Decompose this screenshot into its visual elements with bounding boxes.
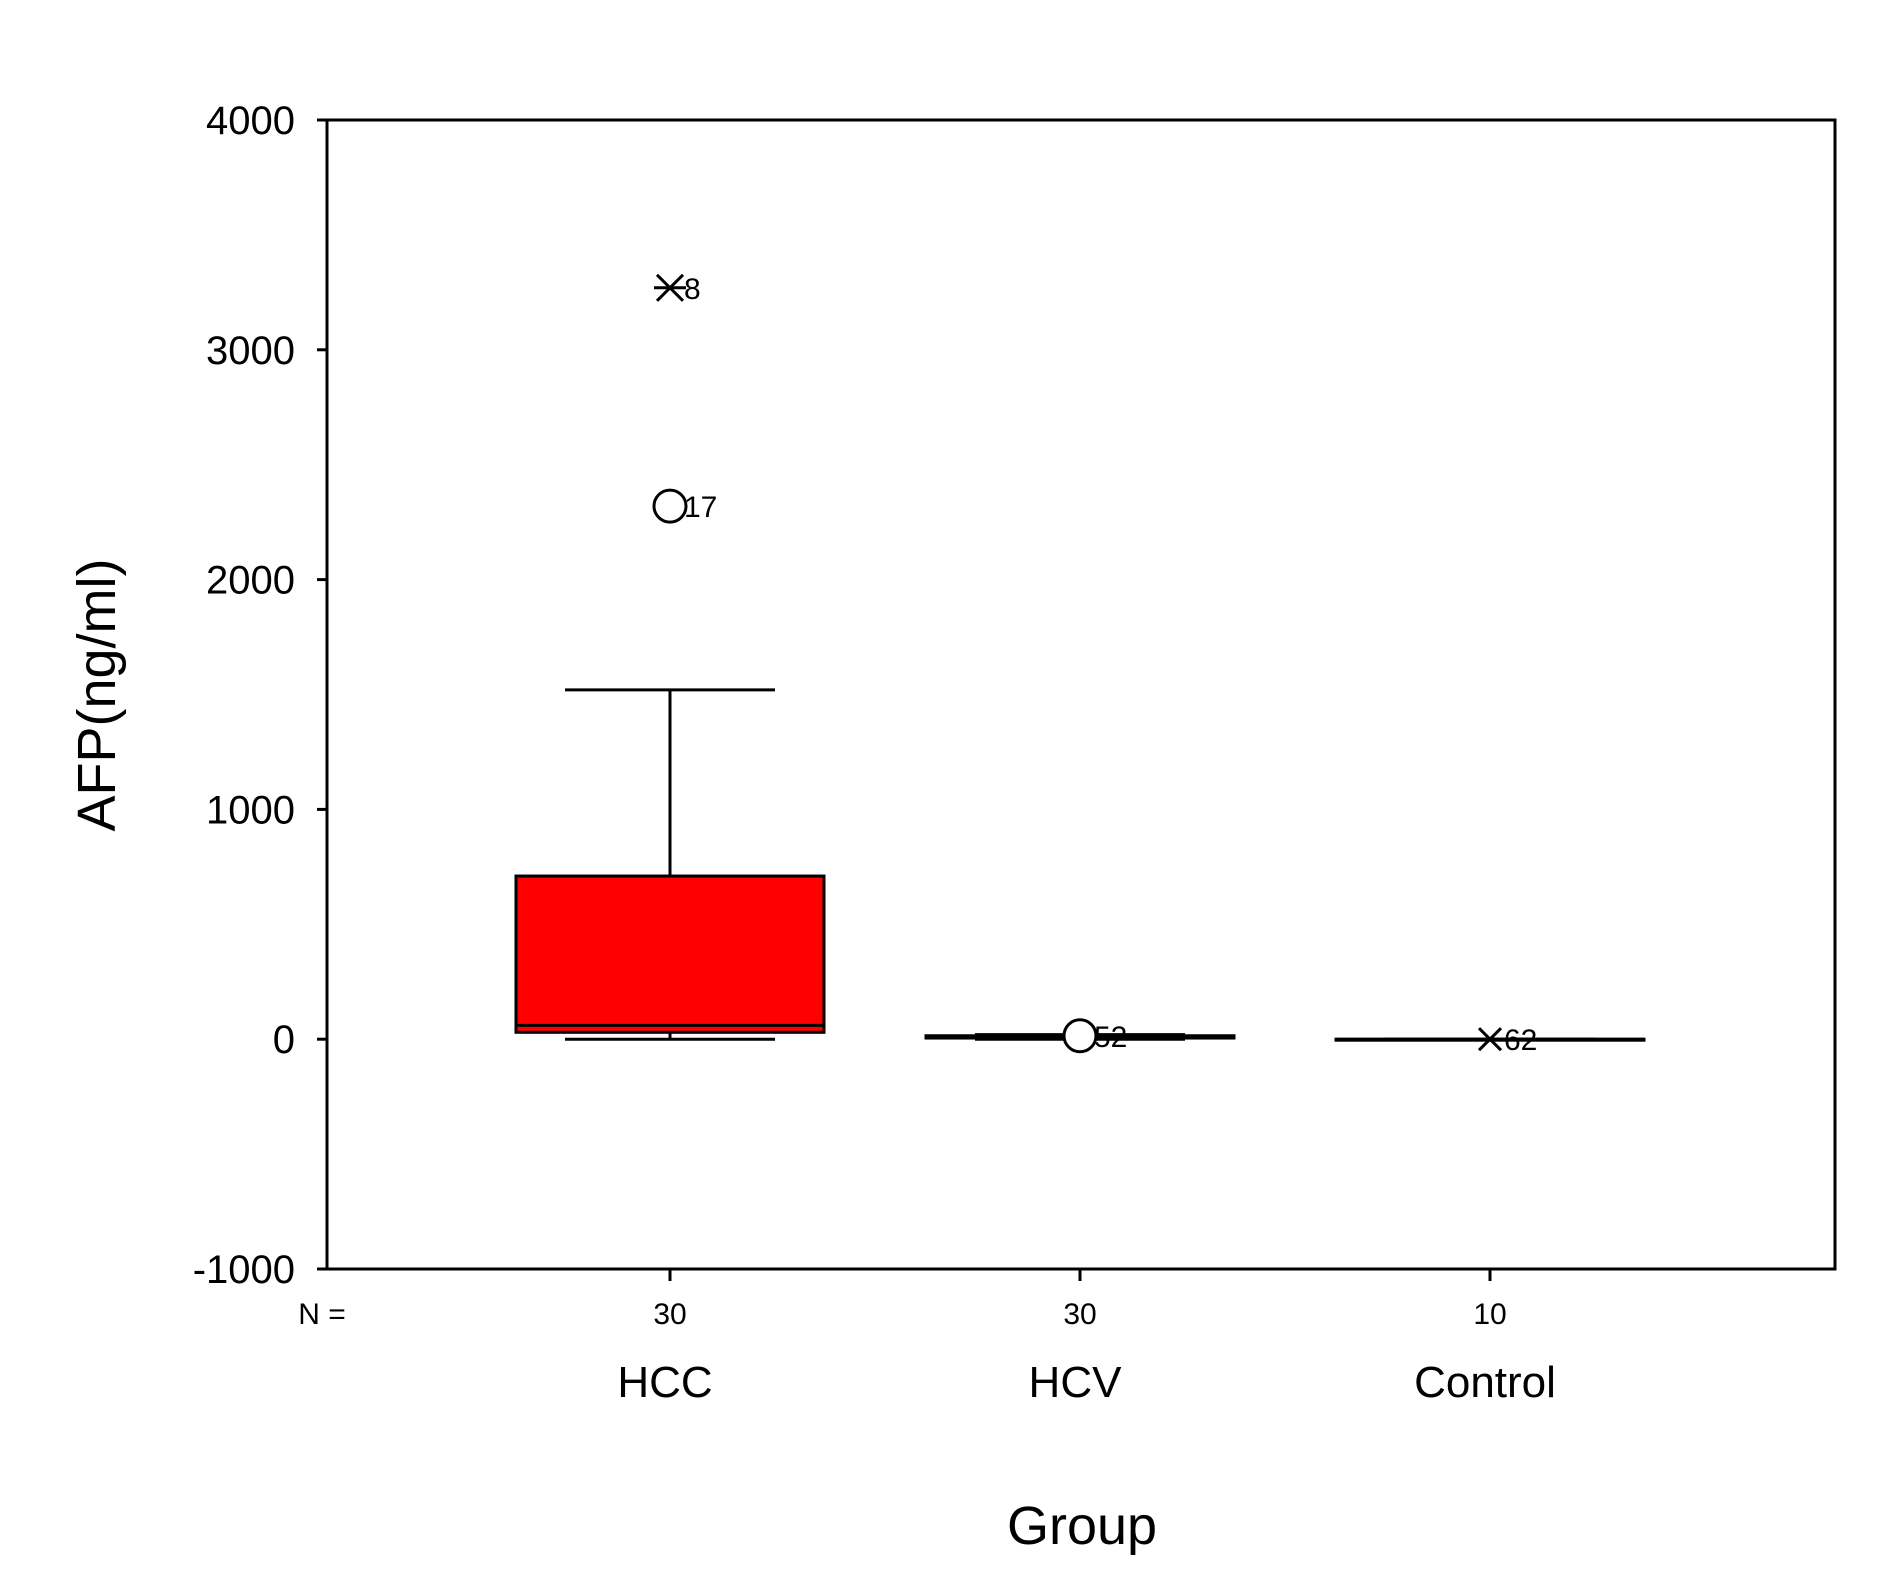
outlier-circle	[1062, 1018, 1098, 1054]
category-label: HCC	[617, 1358, 712, 1407]
group-n-label: 30	[1063, 1298, 1096, 1331]
box	[514, 874, 826, 1034]
y-tick-label: 1000	[206, 788, 295, 832]
box-group: 17 8	[514, 273, 826, 1041]
x-axis: 30 HCC 30 HCV 10 Control	[617, 1269, 1556, 1407]
outlier-label: 17	[684, 491, 717, 524]
y-axis-title: AFP(ng/ml)	[67, 558, 127, 831]
boxes-layer: 17 8 52 62	[514, 273, 1646, 1057]
box-group: 52	[924, 1018, 1236, 1054]
y-tick-label: -1000	[193, 1248, 295, 1292]
n-prefix-label: N =	[298, 1298, 346, 1331]
outlier-label: 8	[684, 273, 701, 306]
outlier-star	[654, 273, 686, 302]
category-label: HCV	[1029, 1358, 1123, 1407]
category-label: Control	[1414, 1358, 1556, 1407]
x-axis-title: Group	[1007, 1496, 1157, 1556]
y-tick-label: 4000	[206, 99, 295, 143]
y-tick-label: 0	[273, 1018, 295, 1062]
outlier-circle	[652, 488, 688, 524]
y-axis: -1000 0 1000 2000 3000 4000	[193, 99, 327, 1292]
group-n-label: 10	[1473, 1298, 1506, 1331]
box-group: 62	[1334, 1024, 1646, 1057]
plot-frame	[325, 118, 1837, 1271]
y-tick-label: 2000	[206, 559, 295, 603]
outlier-x	[1477, 1027, 1503, 1052]
group-n-label: 30	[653, 1298, 686, 1331]
outlier-label: 62	[1504, 1024, 1537, 1057]
outlier-label: 52	[1094, 1021, 1127, 1054]
y-tick-label: 3000	[206, 329, 295, 373]
